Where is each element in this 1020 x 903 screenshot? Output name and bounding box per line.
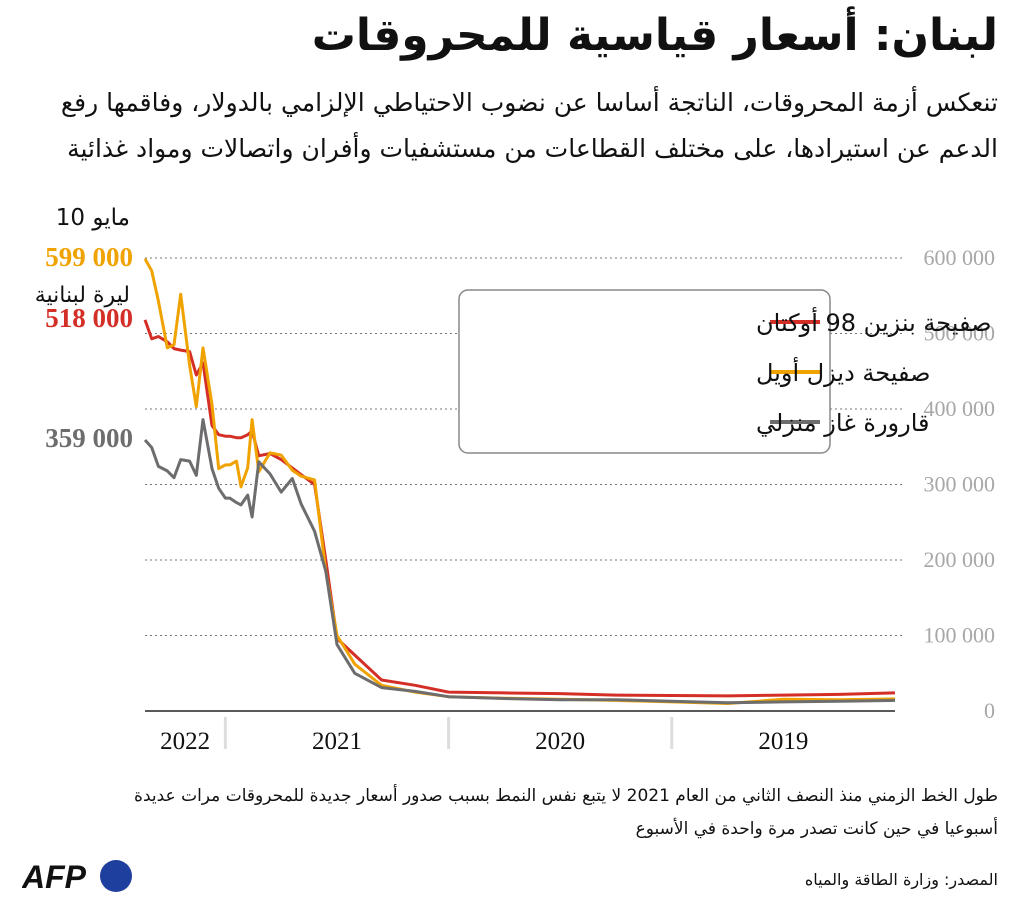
x-tick-label: 2022 bbox=[160, 728, 210, 755]
legend-label: صفيحة ديزل أويل bbox=[756, 357, 931, 387]
afp-logo-dot bbox=[100, 860, 132, 892]
legend-label: صفيحة بنزين 98 أوكتان bbox=[756, 307, 992, 337]
afp-logo-text: AFP bbox=[22, 859, 87, 894]
legend-box bbox=[458, 289, 831, 454]
y-tick-label: 200 000 bbox=[924, 547, 996, 572]
series-line bbox=[143, 418, 896, 705]
y-tick-label: 0 bbox=[984, 698, 995, 723]
y-tick-label: 300 000 bbox=[924, 472, 996, 497]
chart-title: لبنان: أسعار قياسية للمحروقات bbox=[311, 10, 998, 61]
x-tick-label: 2019 bbox=[758, 728, 808, 755]
y-tick-label: 600 000 bbox=[924, 245, 996, 270]
end-value-label: 599 000 bbox=[45, 242, 133, 272]
timeline-note: طول الخط الزمني منذ النصف الثاني من العا… bbox=[134, 786, 998, 839]
y-tick-label: 100 000 bbox=[924, 623, 996, 648]
end-date-label: 10 مايو bbox=[56, 205, 130, 231]
source-credit: المصدر: وزارة الطاقة والمياه bbox=[804, 870, 998, 889]
y-tick-label: 500 000 bbox=[924, 321, 996, 346]
chart-subtitle: تنعكس أزمة المحروقات، الناتجة أساسا عن ن… bbox=[60, 88, 998, 163]
unit-label: ليرة لبنانية bbox=[35, 283, 130, 308]
y-tick-label: 400 000 bbox=[924, 396, 996, 421]
afp-logo: AFP bbox=[22, 859, 132, 894]
x-tick-label: 2021 bbox=[312, 728, 362, 755]
end-value-label: 518 000 bbox=[45, 303, 133, 333]
legend-label: قارورة غاز منزلي bbox=[756, 409, 930, 437]
end-value-label: 359 000 bbox=[45, 423, 133, 453]
x-tick-label: 2020 bbox=[535, 728, 585, 755]
